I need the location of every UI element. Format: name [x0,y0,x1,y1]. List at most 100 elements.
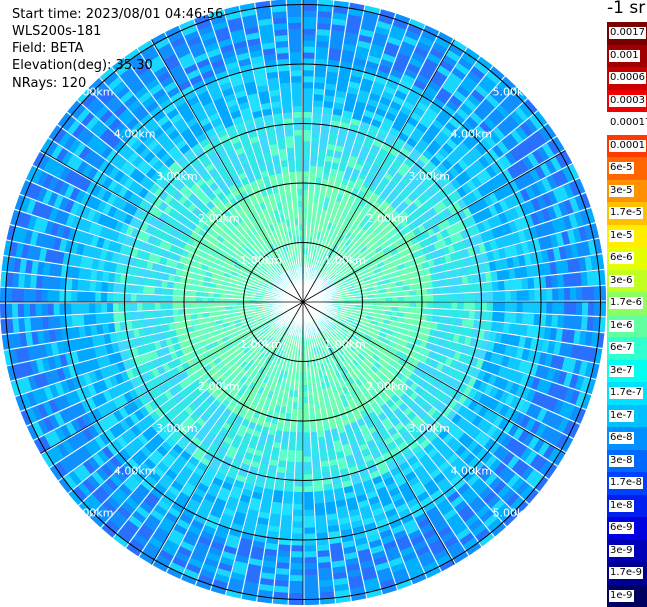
range-bin [231,488,253,532]
range-bin [435,252,489,273]
range-bin [184,90,208,122]
range-bin [129,365,166,389]
range-bin [349,281,403,295]
range-bin [275,550,290,581]
range-bin [280,281,287,287]
range-bin [205,210,274,275]
range-ring [64,63,542,541]
range-bin [153,110,191,155]
range-bin [515,111,547,140]
range-bin [467,440,488,460]
range-bin [390,236,420,256]
ray-separator [14,208,304,303]
range-bin [396,503,409,514]
range-bin [214,420,241,461]
range-bin [342,230,416,278]
range-bin [354,46,370,61]
range-bin [153,237,184,256]
range-bin [85,195,134,225]
ray-separator [302,237,600,303]
ray-separator [302,301,399,591]
range-bin [471,478,514,522]
range-bin [325,335,377,407]
range-bin [470,94,500,125]
range-bin [551,275,558,288]
range-bin [387,513,400,524]
range-bin [334,583,349,592]
range-bin [303,70,314,89]
range-bin [519,373,529,386]
range-bin [523,253,532,266]
range-bin [262,560,276,568]
range-bin [90,235,111,250]
range-bin [283,271,297,292]
range-bin [290,337,302,427]
range-bin [303,111,312,267]
range-ring-label: 1.00km [324,338,366,351]
range-bin [26,390,81,423]
range-bin [446,71,482,112]
range-bin [290,70,302,113]
range-bin [330,542,347,580]
range-bin [44,422,77,448]
range-bin [92,466,131,504]
range-bin [493,462,539,504]
range-bin [294,438,303,481]
range-bin [20,180,70,211]
range-bin [486,341,524,360]
range-bin [306,337,332,485]
range-bin [436,554,452,566]
range-bin [331,200,447,283]
range-bin [26,199,76,227]
range-bin [107,193,118,205]
range-bin [249,558,263,567]
range-bin [367,533,390,572]
ray [306,306,494,546]
range-bin [392,111,409,132]
range-bin [256,434,275,483]
range-bin [332,0,349,21]
range-bin [438,429,476,465]
range-bin [362,302,488,311]
range-bin [393,408,411,426]
ray-separator [302,24,426,303]
range-bin [20,399,59,426]
range-ring-label: 5.00km [72,506,114,519]
range-bin [531,377,580,405]
range-bin [373,291,404,298]
range-bin [372,475,403,529]
range-bin [387,142,414,177]
range-bin [319,332,366,413]
range-bin [315,347,331,388]
range-bin [214,556,234,584]
ray-separator [302,301,558,467]
range-bin [339,320,409,361]
range-bin [138,210,190,243]
range-bin [213,545,237,589]
range-bin [131,349,184,377]
range-bin [309,178,329,262]
range-bin [401,101,428,137]
range-bin [253,488,274,543]
range-bin [398,160,437,201]
range-bin [56,425,99,458]
range-bin [385,90,407,122]
range-bin [536,178,586,209]
range-bin [130,294,244,302]
range-bin [326,177,350,230]
range-bin [165,26,191,59]
range-bin [207,48,221,58]
range-bin [125,315,271,380]
range-bin [123,437,145,457]
range-ring [5,4,601,600]
range-bin [202,143,279,263]
range-bin [438,250,464,265]
range-bin [200,31,219,53]
range-bin [97,213,118,230]
range-bin [133,239,176,260]
range-bin [479,486,501,509]
colorbar-label: 3e-7 [609,364,634,377]
range-bin [442,62,470,95]
range-bin [206,412,238,457]
range-bin [67,228,105,249]
